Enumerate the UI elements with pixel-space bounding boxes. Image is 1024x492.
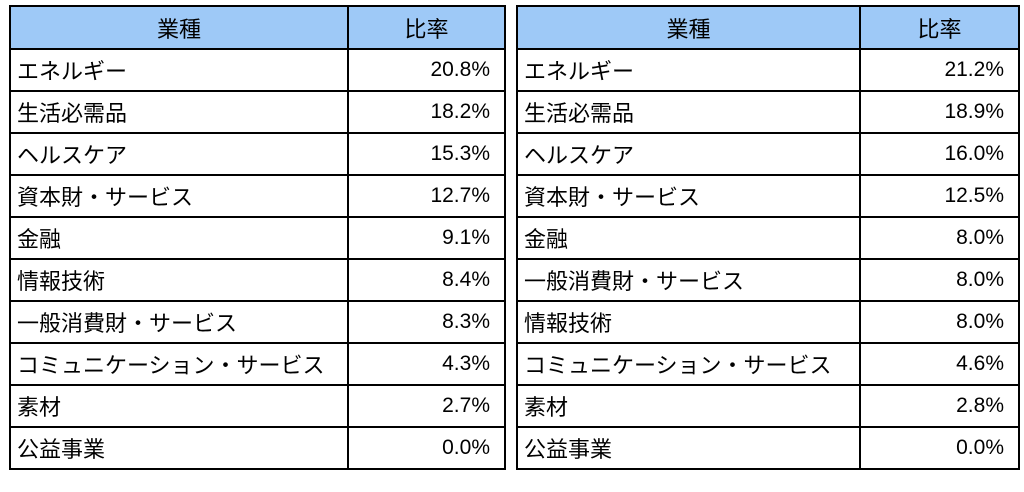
header-row: 業種 比率 — [9, 5, 506, 50]
ratio-cell: 16.0% — [859, 132, 1020, 176]
sector-cell: 生活必需品 — [9, 90, 349, 134]
sector-cell: 素材 — [516, 384, 861, 428]
table-row: ヘルスケア 15.3% — [9, 132, 506, 176]
ratio-cell: 8.0% — [859, 216, 1020, 260]
sector-header: 業種 — [516, 5, 861, 50]
ratio-cell: 2.8% — [859, 384, 1020, 428]
header-row: 業種 比率 — [516, 5, 1020, 50]
ratio-cell: 0.0% — [347, 426, 506, 470]
table-row: 情報技術 8.0% — [516, 300, 1020, 344]
sector-cell: 金融 — [9, 216, 349, 260]
sector-cell: 素材 — [9, 384, 349, 428]
sector-cell: コミュニケーション・サービス — [9, 342, 349, 386]
table-row: コミュニケーション・サービス 4.3% — [9, 342, 506, 386]
table-row: 公益事業 0.0% — [516, 426, 1020, 470]
sector-cell: 公益事業 — [9, 426, 349, 470]
table-row: 一般消費財・サービス 8.3% — [9, 300, 506, 344]
sector-cell: 公益事業 — [516, 426, 861, 470]
sector-cell: コミュニケーション・サービス — [516, 342, 861, 386]
table-row: 素材 2.8% — [516, 384, 1020, 428]
sector-cell: 一般消費財・サービス — [516, 258, 861, 302]
ratio-cell: 8.3% — [347, 300, 506, 344]
sector-table-left: 業種 比率 エネルギー 20.8% 生活必需品 18.2% ヘルスケア 15.3% 資本財・… — [9, 5, 506, 470]
ratio-cell: 8.0% — [859, 300, 1020, 344]
sector-cell: 資本財・サービス — [516, 174, 861, 218]
table-body: エネルギー 21.2% 生活必需品 18.9% ヘルスケア 16.0% 資本財・サービス 12… — [516, 48, 1020, 470]
ratio-cell: 21.2% — [859, 48, 1020, 92]
table-row: 資本財・サービス 12.5% — [516, 174, 1020, 218]
table-row: ヘルスケア 16.0% — [516, 132, 1020, 176]
table-body: エネルギー 20.8% 生活必需品 18.2% ヘルスケア 15.3% 資本財・サービス 12… — [9, 48, 506, 470]
table-row: コミュニケーション・サービス 4.6% — [516, 342, 1020, 386]
sector-cell: 生活必需品 — [516, 90, 861, 134]
sector-table-right: 業種 比率 エネルギー 21.2% 生活必需品 18.9% ヘルスケア 16.0% 資本財・… — [516, 5, 1020, 470]
ratio-cell: 12.7% — [347, 174, 506, 218]
table-row: 情報技術 8.4% — [9, 258, 506, 302]
ratio-cell: 18.2% — [347, 90, 506, 134]
ratio-cell: 20.8% — [347, 48, 506, 92]
sector-cell: エネルギー — [516, 48, 861, 92]
table-row: 生活必需品 18.9% — [516, 90, 1020, 134]
sector-cell: エネルギー — [9, 48, 349, 92]
sector-cell: ヘルスケア — [9, 132, 349, 176]
ratio-cell: 15.3% — [347, 132, 506, 176]
ratio-cell: 18.9% — [859, 90, 1020, 134]
sector-cell: 資本財・サービス — [9, 174, 349, 218]
table-row: 金融 9.1% — [9, 216, 506, 260]
ratio-cell: 8.0% — [859, 258, 1020, 302]
sector-cell: ヘルスケア — [516, 132, 861, 176]
ratio-header: 比率 — [859, 5, 1020, 50]
ratio-cell: 0.0% — [859, 426, 1020, 470]
table-row: 金融 8.0% — [516, 216, 1020, 260]
table-row: エネルギー 20.8% — [9, 48, 506, 92]
ratio-cell: 8.4% — [347, 258, 506, 302]
ratio-cell: 4.6% — [859, 342, 1020, 386]
table-row: 生活必需品 18.2% — [9, 90, 506, 134]
ratio-cell: 12.5% — [859, 174, 1020, 218]
ratio-cell: 9.1% — [347, 216, 506, 260]
ratio-header: 比率 — [347, 5, 506, 50]
table-row: エネルギー 21.2% — [516, 48, 1020, 92]
sector-header: 業種 — [9, 5, 349, 50]
sector-cell: 情報技術 — [9, 258, 349, 302]
table-row: 素材 2.7% — [9, 384, 506, 428]
sector-cell: 一般消費財・サービス — [9, 300, 349, 344]
sector-cell: 金融 — [516, 216, 861, 260]
ratio-cell: 4.3% — [347, 342, 506, 386]
table-row: 一般消費財・サービス 8.0% — [516, 258, 1020, 302]
sector-cell: 情報技術 — [516, 300, 861, 344]
table-row: 公益事業 0.0% — [9, 426, 506, 470]
ratio-cell: 2.7% — [347, 384, 506, 428]
table-row: 資本財・サービス 12.7% — [9, 174, 506, 218]
